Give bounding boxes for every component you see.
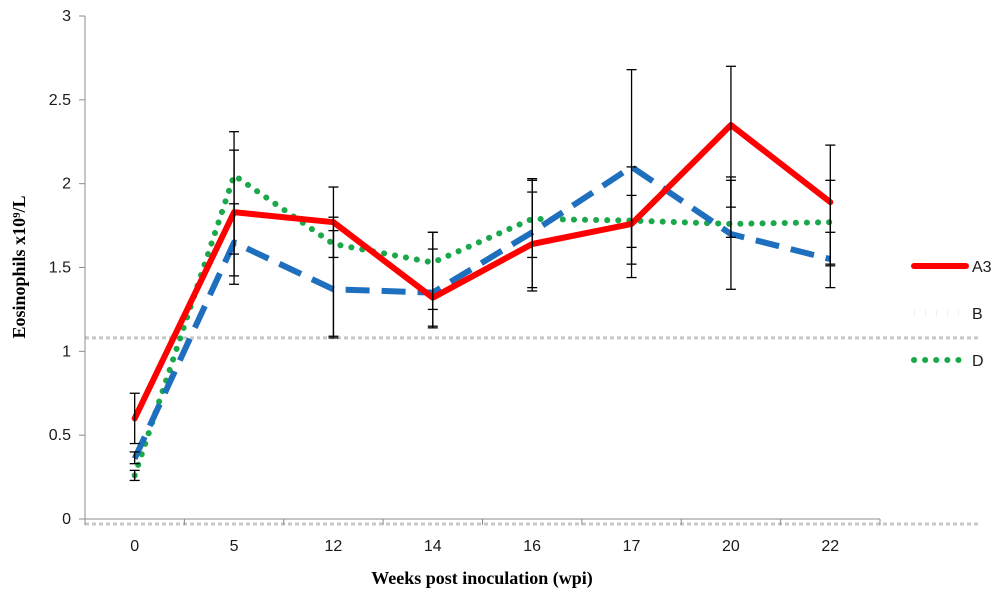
y-axis-title: Eosinophils x10⁹/L — [9, 196, 29, 339]
x-tick-label: 22 — [821, 538, 839, 555]
x-tick-label: 14 — [424, 538, 442, 555]
legend-label-a3: A3 — [972, 259, 992, 276]
reference-lines — [85, 336, 980, 526]
y-ticks: 0 0.5 1 1.5 2 2.5 3 — [49, 8, 85, 528]
legend: A3 B D — [911, 259, 992, 370]
legend-label-d: D — [972, 353, 984, 370]
x-tick-label: 5 — [230, 538, 239, 555]
x-tick-label: 0 — [130, 538, 139, 555]
y-tick-label: 3 — [62, 8, 71, 25]
y-tick-label: 0.5 — [49, 427, 71, 444]
x-tick-label: 17 — [623, 538, 641, 555]
x-axis-title: Weeks post inoculation (wpi) — [371, 568, 593, 589]
series-lines — [131, 122, 834, 479]
x-tick-label: 20 — [722, 538, 740, 555]
x-tick-label: 12 — [325, 538, 343, 555]
series-line-d — [131, 172, 834, 479]
y-tick-label: 0 — [62, 511, 71, 528]
y-tick-label: 2.5 — [49, 92, 71, 109]
error-bars — [129, 65, 836, 482]
x-tick-label: 16 — [523, 538, 541, 555]
y-tick-label: 1.5 — [49, 260, 71, 277]
legend-label-b: B — [972, 306, 983, 323]
series-line-a3 — [131, 122, 834, 422]
y-tick-label: 1 — [62, 343, 71, 360]
series-line-b — [131, 163, 832, 460]
y-tick-label: 2 — [62, 176, 71, 193]
x-ticks: 0 5 12 14 16 17 20 22 — [84, 519, 881, 555]
